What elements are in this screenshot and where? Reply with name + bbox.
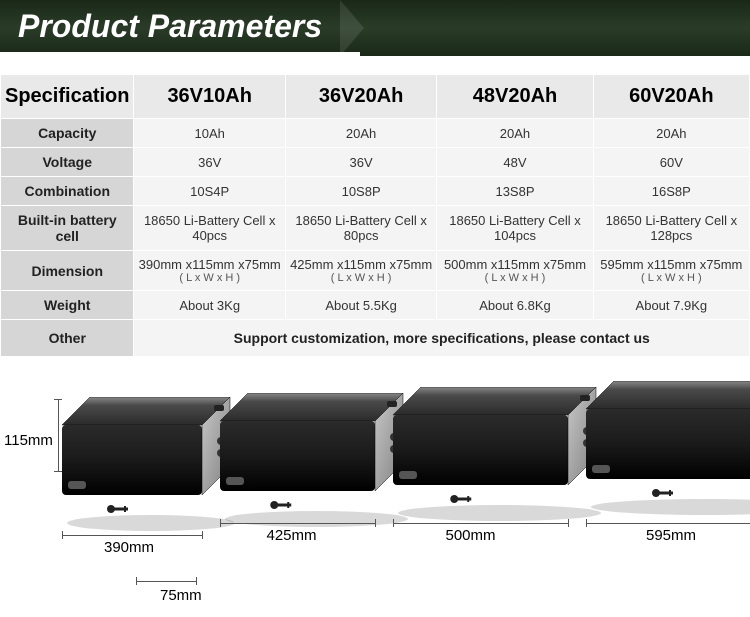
dim-line-length xyxy=(586,523,750,524)
width-label: 75mm xyxy=(160,587,202,604)
table-row-other: OtherSupport customization, more specifi… xyxy=(1,320,750,357)
dim-line-height xyxy=(58,399,59,471)
header-arrow-decoration xyxy=(340,0,364,56)
data-cell: 425mm x115mm x75mm( L x W x H ) xyxy=(285,251,436,291)
dim-line-length xyxy=(62,535,202,536)
length-label: 500mm xyxy=(446,527,496,544)
row-label: Voltage xyxy=(1,148,134,177)
table-row: Combination10S4P10S8P13S8P16S8P xyxy=(1,177,750,206)
data-cell: 48V xyxy=(437,148,593,177)
table-row: Dimension390mm x115mm x75mm( L x W x H )… xyxy=(1,251,750,291)
row-label: Weight xyxy=(1,291,134,320)
table-row: Built-in battery cell18650 Li-Battery Ce… xyxy=(1,206,750,251)
data-cell: 18650 Li-Battery Cell x 128pcs xyxy=(593,206,749,251)
col-header-1: 36V10Ah xyxy=(134,75,285,119)
data-cell: 20Ah xyxy=(285,119,436,148)
col-header-spec: Specification xyxy=(1,75,134,119)
data-cell: 60V xyxy=(593,148,749,177)
dim-line-length xyxy=(393,523,568,524)
length-label: 425mm xyxy=(267,527,317,544)
data-cell: 10Ah xyxy=(134,119,285,148)
dim-line-length xyxy=(220,523,375,524)
col-header-2: 36V20Ah xyxy=(285,75,436,119)
battery-diagram-area: 115mm xyxy=(0,377,750,617)
data-cell: About 5.5Kg xyxy=(285,291,436,320)
row-label: Built-in battery cell xyxy=(1,206,134,251)
row-label: Dimension xyxy=(1,251,134,291)
data-cell: 16S8P xyxy=(593,177,749,206)
other-text: Support customization, more specificatio… xyxy=(134,320,750,357)
height-label: 115mm xyxy=(4,432,53,449)
col-header-4: 60V20Ah xyxy=(593,75,749,119)
header-banner: Product Parameters xyxy=(0,0,750,56)
data-cell: About 7.9Kg xyxy=(593,291,749,320)
header-underline xyxy=(0,52,360,56)
data-cell: 20Ah xyxy=(593,119,749,148)
battery-image xyxy=(62,397,240,535)
battery-image xyxy=(586,381,750,519)
row-label: Combination xyxy=(1,177,134,206)
data-cell: 390mm x115mm x75mm( L x W x H ) xyxy=(134,251,285,291)
table-header-row: Specification 36V10Ah 36V20Ah 48V20Ah 60… xyxy=(1,75,750,119)
col-header-3: 48V20Ah xyxy=(437,75,593,119)
data-cell: 18650 Li-Battery Cell x 104pcs xyxy=(437,206,593,251)
row-label-other: Other xyxy=(1,320,134,357)
table-row: Capacity10Ah20Ah20Ah20Ah xyxy=(1,119,750,148)
table-row: WeightAbout 3KgAbout 5.5KgAbout 6.8KgAbo… xyxy=(1,291,750,320)
data-cell: 20Ah xyxy=(437,119,593,148)
dim-line-width xyxy=(136,581,196,582)
page-title: Product Parameters xyxy=(0,0,340,53)
data-cell: 36V xyxy=(134,148,285,177)
data-cell: About 6.8Kg xyxy=(437,291,593,320)
data-cell: 18650 Li-Battery Cell x 40pcs xyxy=(134,206,285,251)
data-cell: 595mm x115mm x75mm( L x W x H ) xyxy=(593,251,749,291)
battery-image xyxy=(220,393,413,531)
length-label: 390mm xyxy=(104,539,154,556)
data-cell: 10S4P xyxy=(134,177,285,206)
data-cell: 10S8P xyxy=(285,177,436,206)
specification-table: Specification 36V10Ah 36V20Ah 48V20Ah 60… xyxy=(0,74,750,357)
data-cell: About 3Kg xyxy=(134,291,285,320)
data-cell: 500mm x115mm x75mm( L x W x H ) xyxy=(437,251,593,291)
row-label: Capacity xyxy=(1,119,134,148)
table-row: Voltage36V36V48V60V xyxy=(1,148,750,177)
data-cell: 36V xyxy=(285,148,436,177)
data-cell: 18650 Li-Battery Cell x 80pcs xyxy=(285,206,436,251)
data-cell: 13S8P xyxy=(437,177,593,206)
length-label: 595mm xyxy=(646,527,696,544)
battery-image xyxy=(393,387,606,525)
